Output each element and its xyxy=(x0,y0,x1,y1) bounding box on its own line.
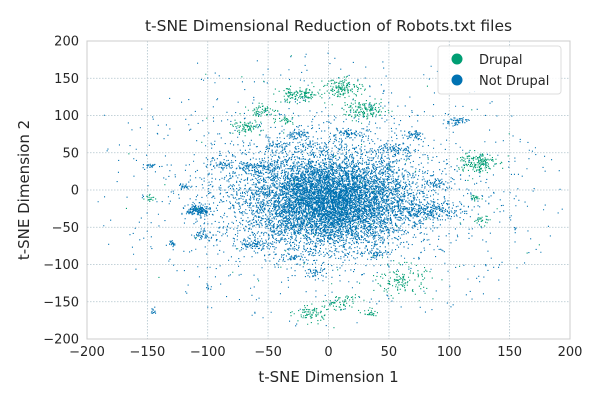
legend-label-drupal: Drupal xyxy=(479,53,522,68)
x-axis-ticks: −200 −150 −100 −50 0 50 100 150 200 xyxy=(69,345,582,360)
series-points-not-drupal xyxy=(97,52,563,327)
chart-title: t-SNE Dimensional Reduction of Robots.tx… xyxy=(145,17,512,35)
x-tick-label: −100 xyxy=(190,345,226,360)
legend: Drupal Not Drupal xyxy=(437,45,562,95)
y-tick-label: −50 xyxy=(52,221,79,236)
x-tick-label: −50 xyxy=(254,345,281,360)
y-tick-label: 50 xyxy=(62,146,79,161)
y-tick-label: 0 xyxy=(71,184,79,199)
y-tick-label: −200 xyxy=(43,333,79,348)
x-tick-label: 200 xyxy=(558,345,583,360)
legend-marker-not-drupal xyxy=(451,74,463,86)
x-tick-label: −150 xyxy=(130,345,166,360)
y-axis-label: t-SNE Dimension 2 xyxy=(15,120,33,260)
y-tick-label: 100 xyxy=(54,109,79,124)
x-tick-label: 150 xyxy=(497,345,522,360)
series-not-drupal xyxy=(97,52,563,327)
plot-border xyxy=(86,40,571,340)
x-tick-label: 50 xyxy=(381,345,398,360)
legend-label-not-drupal: Not Drupal xyxy=(479,74,549,89)
y-axis-ticks: −200 −150 −100 −50 0 50 100 150 200 xyxy=(43,35,79,348)
y-tick-label: −150 xyxy=(43,295,79,310)
y-tick-label: 150 xyxy=(54,72,79,87)
x-tick-label: 100 xyxy=(437,345,462,360)
legend-marker-drupal xyxy=(451,53,463,65)
scatter-points xyxy=(97,52,563,329)
legend-box xyxy=(437,45,562,95)
x-tick-label: −200 xyxy=(69,345,105,360)
x-axis-label: t-SNE Dimension 1 xyxy=(258,368,398,386)
y-tick-label: −100 xyxy=(43,258,79,273)
x-tick-label: 0 xyxy=(324,345,332,360)
y-tick-label: 200 xyxy=(54,35,79,50)
